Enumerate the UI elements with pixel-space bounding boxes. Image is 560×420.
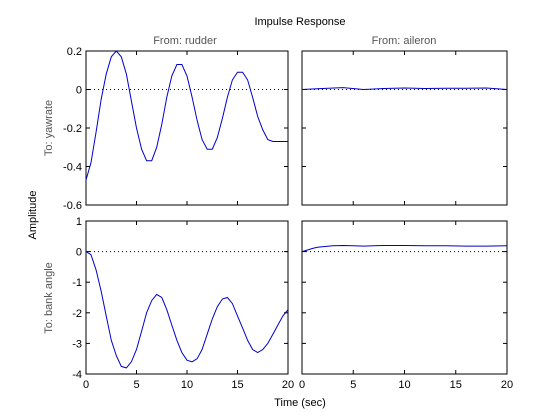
x-tick-label: 0 (83, 379, 89, 391)
response-line (85, 50, 288, 181)
row-title-yawrate: To: yawrate (43, 100, 55, 156)
x-tick-label: 20 (282, 379, 294, 391)
y-tick-label: -0.6 (63, 200, 82, 212)
column-title-aileron: From: aileron (372, 35, 437, 47)
panel-rudder-to-yawrate: -0.6 -0.4 -0.2 0 0.2 (63, 46, 289, 212)
y-tick-label: 0.2 (67, 46, 82, 58)
axes-frame (301, 220, 508, 375)
axes-frame (301, 50, 508, 206)
x-tick-label: 10 (181, 379, 193, 391)
axes-frame (85, 50, 289, 206)
response-line (301, 244, 508, 253)
x-tick-label: 10 (398, 379, 410, 391)
x-tick-label: 5 (133, 379, 139, 391)
y-tick-label: 0 (76, 85, 82, 97)
row-title-bank-angle: To: bank angle (43, 262, 55, 334)
y-tick-label: 1 (76, 216, 82, 228)
response-line (301, 87, 508, 91)
x-tick-label: 15 (450, 379, 462, 391)
y-tick-label: -4 (72, 369, 82, 381)
column-title-rudder: From: rudder (153, 35, 217, 47)
x-tick-label: 15 (231, 379, 243, 391)
panel-aileron-to-bank-angle: 0 5 10 15 20 (299, 220, 513, 391)
x-axis-label: Time (sec) (274, 397, 326, 409)
y-tick-label: -1 (72, 277, 82, 289)
panel-rudder-to-bank-angle: 0 5 10 15 20 -4 -3 -2 -1 0 1 (72, 216, 294, 391)
x-tick-label: 5 (350, 379, 356, 391)
y-tick-label: 0 (76, 247, 82, 259)
y-axis-label: Amplitude (27, 191, 39, 240)
figure-title: Impulse Response (254, 16, 345, 28)
y-tick-label: -0.2 (63, 123, 82, 135)
y-tick-label: -3 (72, 338, 82, 350)
axes-frame (85, 220, 289, 375)
y-tick-label: -0.4 (63, 162, 82, 174)
x-tick-label: 0 (299, 379, 305, 391)
y-tick-label: -2 (72, 308, 82, 320)
x-tick-label: 20 (501, 379, 513, 391)
panel-aileron-to-yawrate (301, 50, 508, 206)
response-line (85, 251, 289, 369)
